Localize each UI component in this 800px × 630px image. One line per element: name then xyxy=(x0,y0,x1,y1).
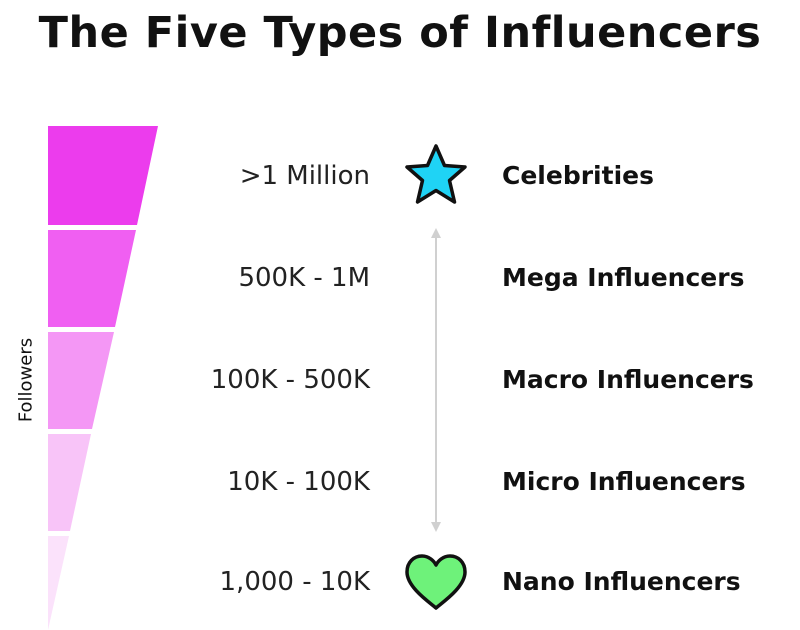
funnel-tier-celebrities xyxy=(48,126,158,225)
range-label-celebrities: >1 Million xyxy=(239,161,370,191)
range-label-macro: 100K - 500K xyxy=(210,365,370,395)
star-icon xyxy=(405,144,467,204)
type-label-nano: Nano Influencers xyxy=(502,567,741,596)
type-label-macro: Macro Influencers xyxy=(502,365,754,394)
type-label-micro: Micro Influencers xyxy=(502,467,746,496)
type-label-celebrities: Celebrities xyxy=(502,161,654,190)
range-label-nano: 1,000 - 10K xyxy=(219,567,370,597)
page-title: The Five Types of Influencers xyxy=(38,8,762,58)
range-label-micro: 10K - 100K xyxy=(227,467,370,497)
funnel-tier-macro xyxy=(48,332,114,429)
heart-icon xyxy=(405,554,467,610)
type-label-mega: Mega Influencers xyxy=(502,263,745,292)
range-label-mega: 500K - 1M xyxy=(238,263,370,293)
funnel-tier-mega xyxy=(48,230,136,327)
funnel-tier-micro xyxy=(48,434,91,531)
funnel-tier-nano xyxy=(48,536,69,630)
